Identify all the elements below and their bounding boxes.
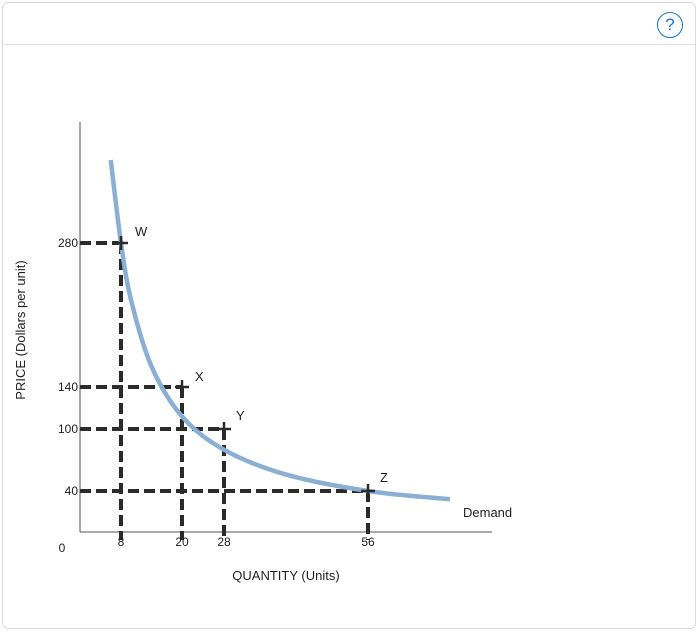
point-label-y: Y [236, 408, 245, 423]
y-tick-label: 100 [58, 422, 78, 436]
point-w: W [114, 224, 148, 250]
x-tick-label: 8 [118, 535, 125, 549]
point-markers: W X Y Z [114, 224, 388, 498]
curve-layer: Demand [108, 159, 512, 520]
panel-header [3, 3, 695, 45]
demand-label: Demand [463, 505, 512, 520]
y-axis-label: PRICE (Dollars per unit) [13, 260, 28, 399]
point-label-w: W [135, 224, 148, 239]
tick-labels: 8 20 28 56 280 140 100 40 [58, 236, 375, 549]
x-tick-label: 28 [217, 535, 231, 549]
point-label-z: Z [380, 470, 388, 485]
axes [79, 122, 492, 533]
axis-labels: 0 QUANTITY (Units) PRICE (Dollars per un… [13, 260, 340, 583]
origin-label: 0 [59, 541, 66, 555]
y-tick-label: 280 [58, 236, 78, 250]
point-y: Y [217, 408, 245, 436]
x-tick-label: 56 [361, 535, 375, 549]
point-z: Z [361, 470, 388, 498]
help-icon[interactable]: ? [657, 12, 683, 38]
demand-curve [108, 159, 451, 502]
guide-lines [80, 241, 370, 540]
x-tick-label: 20 [175, 535, 189, 549]
point-label-x: X [195, 369, 204, 384]
y-tick-label: 40 [65, 484, 79, 498]
y-tick-label: 140 [58, 380, 78, 394]
point-x: X [175, 369, 204, 394]
x-axis-label: QUANTITY (Units) [232, 568, 339, 583]
